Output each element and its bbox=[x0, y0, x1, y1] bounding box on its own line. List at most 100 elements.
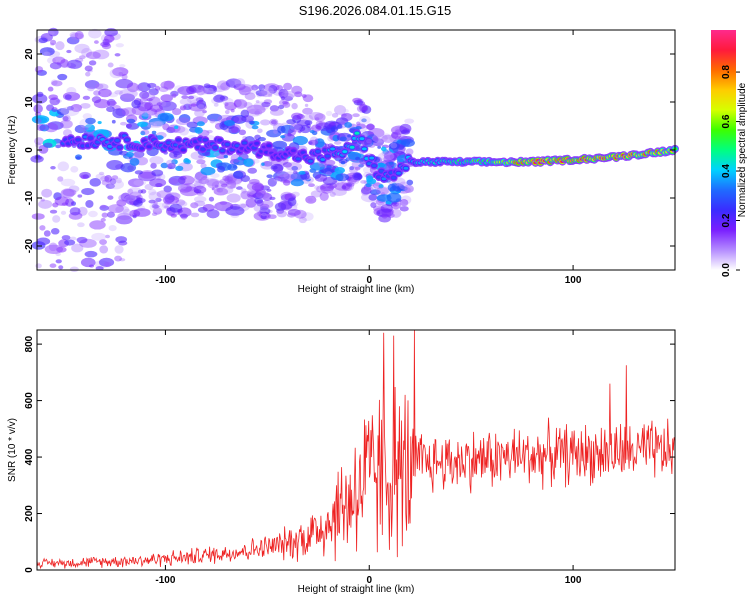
snr-xtick-label: 0 bbox=[366, 575, 372, 586]
spectral-blob bbox=[107, 100, 118, 106]
spectral-blob bbox=[95, 266, 104, 271]
spectral-blob bbox=[222, 97, 234, 107]
spectral-blob bbox=[139, 91, 150, 99]
spectral-blob bbox=[103, 34, 115, 43]
spectral-blob bbox=[245, 197, 257, 208]
spectral-blob bbox=[109, 68, 123, 79]
spectral-blob bbox=[133, 150, 145, 158]
spectral-blob bbox=[158, 100, 167, 107]
ridge-core bbox=[117, 145, 123, 149]
snr-xtick-label: 100 bbox=[565, 575, 582, 586]
ridge-core bbox=[403, 166, 409, 170]
spectral-blob bbox=[302, 107, 313, 115]
spectral-blob bbox=[178, 201, 188, 207]
spectral-blob bbox=[291, 85, 303, 95]
spectrogram-ridge bbox=[59, 129, 679, 183]
spectral-blob bbox=[365, 124, 376, 130]
ridge-core bbox=[114, 139, 120, 142]
spectral-blob bbox=[196, 121, 205, 127]
spectral-blob bbox=[222, 175, 230, 182]
spectral-blob bbox=[104, 175, 113, 183]
spectral-blob bbox=[233, 115, 244, 124]
spectral-blob bbox=[200, 163, 207, 169]
spectral-blob bbox=[146, 121, 156, 128]
ridge-core bbox=[361, 147, 367, 151]
spectral-blob bbox=[177, 184, 193, 193]
figure-title: S196.2026.084.01.15.G15 bbox=[299, 3, 452, 18]
spectral-blob bbox=[269, 118, 279, 126]
spectral-blob bbox=[49, 263, 57, 268]
spectral-blob bbox=[129, 158, 140, 166]
spectral-blob bbox=[259, 90, 273, 98]
spectral-blob bbox=[224, 101, 237, 111]
spectral-blob bbox=[186, 121, 199, 129]
spectral-blob bbox=[268, 93, 273, 98]
colorbar-tick-label: 0.2 bbox=[721, 213, 732, 227]
spectral-blob bbox=[389, 142, 400, 150]
spectral-blob bbox=[175, 165, 184, 171]
spectral-blob bbox=[153, 201, 158, 205]
spectrogram-xtick-label: -100 bbox=[155, 275, 175, 286]
spectral-blob bbox=[226, 179, 237, 190]
spectral-blob bbox=[262, 161, 273, 167]
spectral-blob bbox=[160, 80, 175, 90]
spectral-blob bbox=[223, 119, 235, 127]
spectral-blob bbox=[47, 86, 54, 92]
spectral-blob bbox=[273, 178, 282, 183]
spectral-blob bbox=[184, 159, 191, 165]
spectral-blob bbox=[331, 188, 347, 196]
spectrogram-ytick-label: 0 bbox=[24, 147, 35, 153]
spectral-blob bbox=[320, 186, 326, 190]
spectral-blob bbox=[314, 174, 328, 182]
spectral-blob bbox=[219, 178, 233, 185]
spectral-blob bbox=[43, 51, 51, 56]
spectral-blob bbox=[404, 187, 414, 193]
spectral-blob bbox=[160, 162, 169, 169]
spectral-blob bbox=[223, 154, 229, 159]
spectral-blob bbox=[266, 129, 282, 138]
spectral-blob bbox=[64, 239, 76, 246]
spectral-blob bbox=[84, 65, 93, 72]
spectral-blob bbox=[127, 178, 144, 188]
spectral-blob bbox=[85, 51, 101, 60]
spectral-blob bbox=[246, 104, 266, 115]
spectral-blob bbox=[352, 172, 361, 181]
spectral-blob bbox=[217, 165, 226, 173]
spectral-blob bbox=[100, 204, 107, 209]
spectral-blob bbox=[200, 87, 209, 95]
spectral-blob bbox=[163, 185, 172, 193]
spectral-blob bbox=[352, 113, 360, 118]
spectral-blob bbox=[380, 203, 393, 213]
spectral-blob bbox=[52, 56, 66, 65]
spectral-blob bbox=[35, 118, 42, 124]
spectral-blob bbox=[213, 103, 219, 107]
spectral-blob bbox=[114, 53, 121, 57]
ridge-core bbox=[95, 140, 101, 144]
spectral-blob bbox=[85, 199, 94, 208]
spectral-blob bbox=[233, 157, 247, 166]
spectral-blob bbox=[216, 204, 223, 210]
spectral-blob bbox=[140, 130, 146, 136]
spectral-blob bbox=[99, 239, 108, 245]
spectral-blob bbox=[163, 80, 175, 91]
spectral-blob bbox=[282, 179, 291, 186]
spectral-blob bbox=[167, 162, 176, 170]
spectral-blob bbox=[107, 204, 124, 214]
spectral-blob bbox=[388, 161, 394, 165]
spectrogram-ylabel: Frequency (Hz) bbox=[7, 116, 18, 185]
spectral-blob bbox=[66, 36, 80, 45]
spectral-blob bbox=[399, 199, 409, 207]
spectral-blob bbox=[255, 89, 268, 97]
spectrogram-ytick-label: 20 bbox=[24, 48, 35, 60]
spectral-blob bbox=[122, 208, 132, 216]
spectral-blob bbox=[348, 166, 358, 174]
spectral-blob bbox=[294, 91, 303, 98]
ridge-core bbox=[359, 137, 365, 141]
ridge-core bbox=[212, 146, 218, 149]
spectral-blob bbox=[170, 90, 179, 97]
spectral-blob bbox=[270, 119, 277, 125]
ridge-core bbox=[291, 149, 296, 153]
spectral-blob bbox=[347, 134, 351, 138]
spectral-blob bbox=[251, 125, 259, 130]
